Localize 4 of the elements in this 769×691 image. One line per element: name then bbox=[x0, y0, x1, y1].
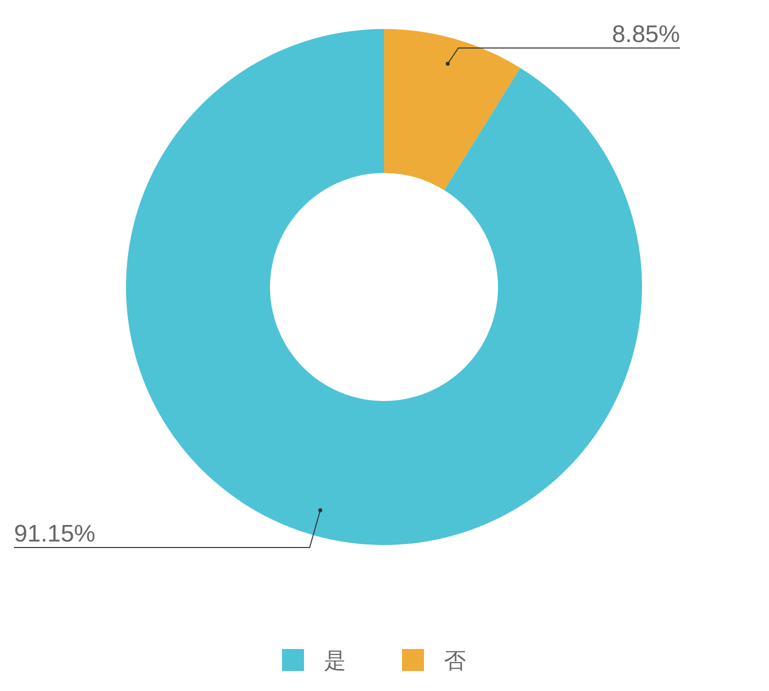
legend-label: 否 bbox=[444, 648, 466, 673]
legend-label: 是 bbox=[324, 648, 346, 673]
data-label: 91.15% bbox=[14, 520, 96, 548]
data-label: 8.85% bbox=[612, 21, 680, 48]
